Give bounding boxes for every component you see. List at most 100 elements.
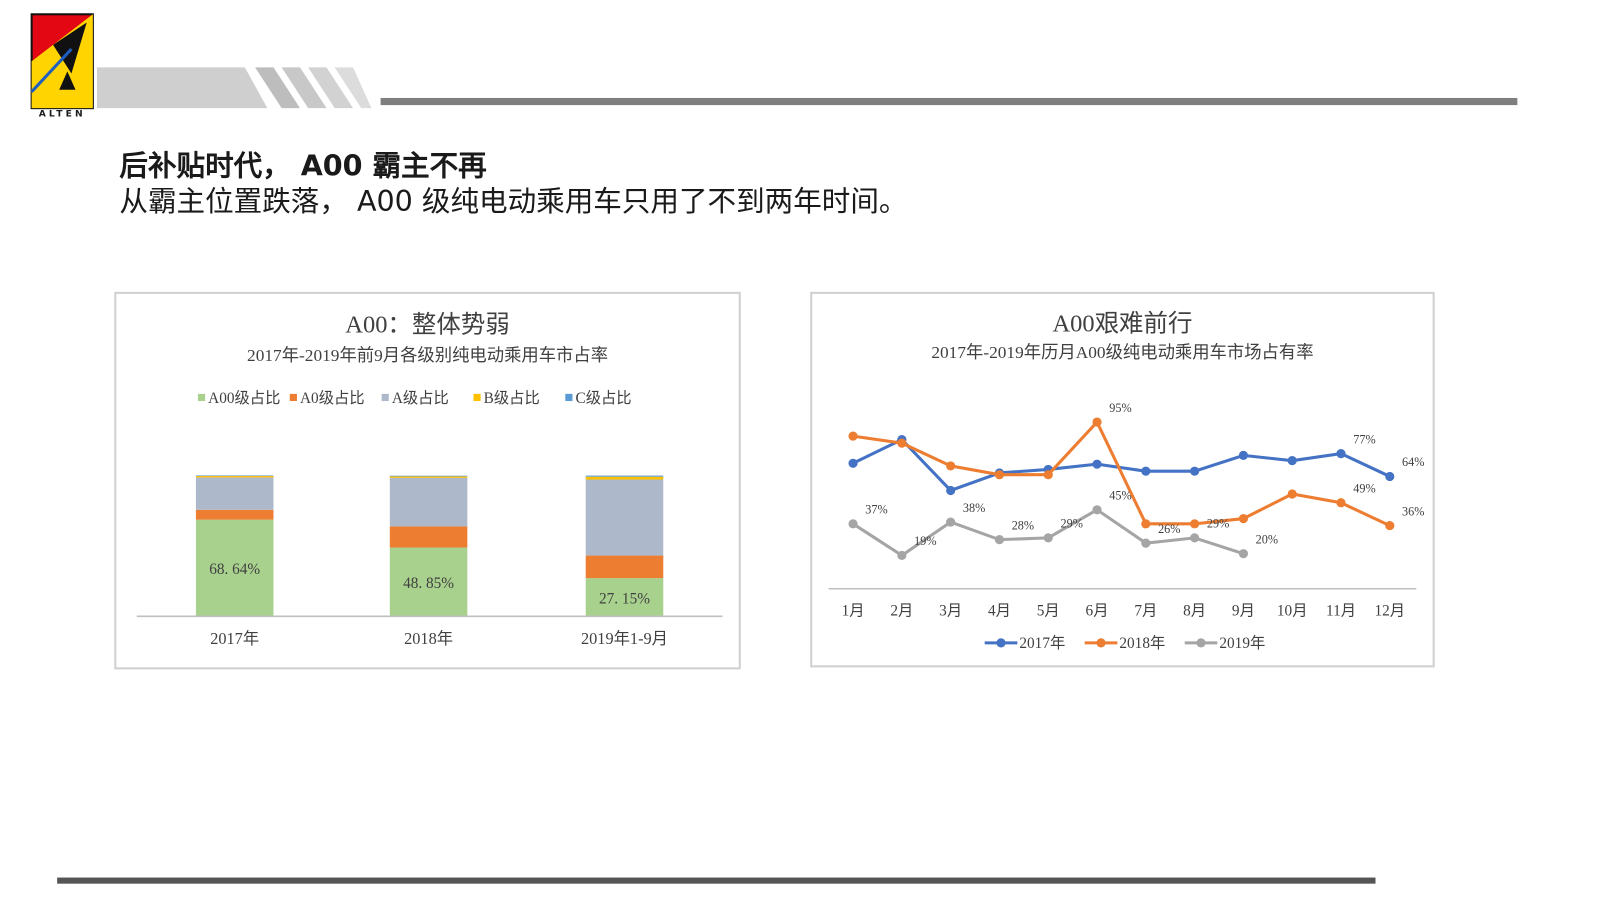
data-label: 29% [1060,517,1082,531]
legend-label: A00级占比 [208,390,280,407]
bar-segment [389,475,468,477]
x-tick-label: 5月 [1037,602,1060,619]
data-point [897,438,907,448]
bar-segment [585,476,664,480]
legend-label: C级占比 [576,390,632,407]
data-point [1043,533,1053,543]
series-line [852,437,1391,493]
data-point [1385,471,1395,482]
data-label: 64% [1402,455,1424,469]
data-point [848,458,858,468]
data-point [1190,466,1200,476]
x-tick-label: 8月 [1183,602,1206,619]
legend-label: A级占比 [392,390,449,407]
data-point [994,470,1005,480]
bar-segment [195,475,274,477]
data-label: 48. 85% [403,575,454,592]
legend-swatch [197,393,206,402]
legend-swatch [473,393,481,402]
data-point [1238,513,1249,524]
data-label: 77% [1353,432,1375,446]
data-point [994,535,1005,545]
data-point [1287,456,1297,466]
bar-segment [585,555,664,579]
bar-segment [389,547,468,617]
footer-rule [57,877,1376,884]
data-point [1385,521,1395,531]
x-tick-label: 9月 [1232,602,1255,619]
bar-segment [195,476,274,478]
legend-label: 2018年 [1119,635,1165,652]
data-point [946,461,956,471]
header-stripe [96,67,1518,109]
slide-title: 后补贴时代， A00 霸主不再 [119,149,486,183]
data-label: 45% [1109,489,1131,503]
data-label: 49% [1353,482,1375,496]
data-point [1238,549,1249,559]
data-point [946,517,956,527]
chart-subtitle: 2017年-2019年前9月各级别纯电动乘用车市占率 [247,346,608,365]
data-point [1141,466,1151,476]
data-point [946,485,956,496]
bar-segment [389,477,468,527]
data-point [1092,417,1102,427]
legend-label: A0级占比 [300,390,365,407]
x-tick-label: 12月 [1374,602,1405,619]
data-point [1336,449,1346,459]
legend-label: 2017年 [1019,635,1065,652]
x-tick-label: 2017年 [210,629,259,648]
data-label: 37% [865,503,887,517]
series-line [852,419,1391,527]
data-label: 29% [1207,517,1229,531]
chart-panel [810,291,1435,668]
chart-title: A00：整体势弱 [345,311,509,339]
data-label: 20% [1256,532,1278,546]
bar-segment [585,475,664,477]
x-tick-label: 11月 [1326,602,1356,619]
data-label: 26% [1158,522,1180,536]
data-point [1336,498,1346,508]
bar-segment [195,477,274,510]
data-point [1092,459,1102,469]
data-label: 19% [914,534,936,548]
data-label: 68. 64% [209,561,260,578]
legend-swatch [565,393,573,402]
x-tick-label: 7月 [1134,602,1157,619]
data-point [848,519,858,529]
data-label: 27. 15% [599,590,650,607]
data-point [1141,538,1151,548]
bar-segment [585,479,664,556]
slide-subtitle: 从霸主位置跌落， A00 级纯电动乘用车只用了不到两年时间。 [119,184,907,218]
x-tick-label: 4月 [988,602,1011,619]
chart-title: A00艰难前行 [1052,310,1192,338]
legend-swatch [289,393,297,402]
x-tick-label: 10月 [1277,602,1308,619]
bar-segment [585,578,664,617]
data-label: 28% [1012,518,1034,532]
data-point [1190,519,1200,529]
x-tick-label: 3月 [939,602,962,619]
bar-segment [389,526,468,548]
x-tick-label: 2018年 [404,629,453,648]
data-label: 95% [1109,401,1131,415]
x-tick-label: 2月 [890,602,913,619]
data-label: 36% [1402,504,1424,518]
data-point [848,431,858,441]
bar-segment [389,476,468,478]
data-point [1092,505,1102,515]
legend-swatch [381,393,389,402]
data-label: 38% [963,501,985,515]
data-point [1141,519,1151,529]
data-point [1238,450,1249,460]
logo: ALTEN [30,13,94,119]
x-tick-label: 2019年1-9月 [581,629,668,648]
bar-segment [195,519,274,617]
legend-marker [996,638,1006,648]
data-point [1190,533,1200,543]
data-point [897,550,907,561]
data-point [1287,489,1297,499]
chart-subtitle: 2017年-2019年历月A00级纯电动乘用车市场占有率 [931,343,1313,362]
data-point [1043,470,1053,480]
legend-marker [1196,638,1206,648]
